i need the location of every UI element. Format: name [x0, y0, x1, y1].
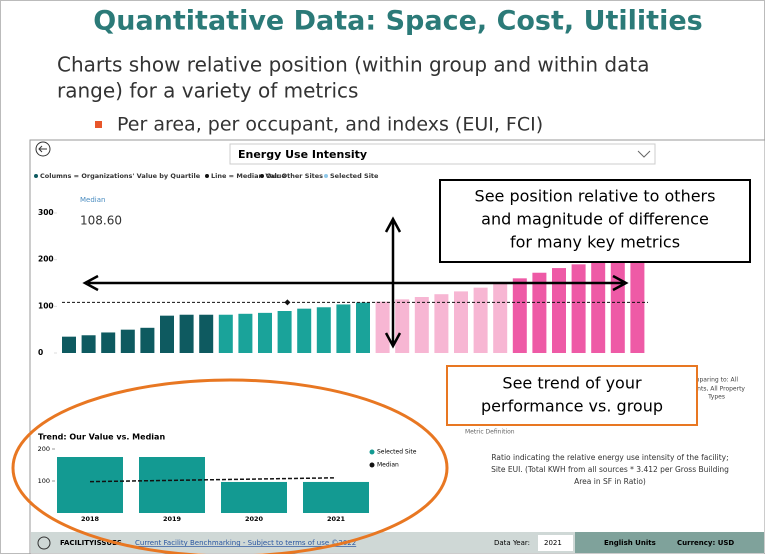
median-title: Median	[80, 196, 105, 204]
footer-link[interactable]: Current Facility Benchmarking - Subject …	[135, 539, 356, 547]
bar	[258, 312, 272, 353]
comparing: mparing to: All	[694, 377, 739, 384]
body-line: Charts show relative position (within gr…	[57, 53, 649, 77]
x-tick-label: 2019	[163, 515, 182, 523]
bar	[81, 335, 96, 353]
slide-title: Quantitative Data: Space, Cost, Utilitie…	[93, 6, 702, 37]
bar	[434, 294, 449, 353]
y-tick-label: 100	[38, 477, 50, 485]
bar	[62, 336, 76, 353]
callout-text: See trend of your	[502, 374, 642, 393]
median-line	[89, 477, 337, 483]
y-tick-label: 100	[38, 301, 54, 310]
bar	[610, 261, 625, 353]
comparing: Types	[707, 394, 725, 401]
highlight-ellipse	[11, 378, 449, 554]
bar	[218, 314, 233, 353]
footer-settings	[575, 532, 764, 553]
bar	[179, 314, 194, 353]
legend-text: Our Other Sites	[266, 172, 323, 180]
bullet	[95, 121, 102, 128]
year-select[interactable]	[538, 535, 573, 551]
median-label: 108.60	[80, 214, 122, 228]
legend-text: Line = Median Value	[211, 172, 286, 180]
callout-text: for many key metrics	[510, 233, 680, 252]
year: 2021	[544, 539, 562, 547]
definition-title: Metric Definition	[465, 429, 515, 436]
legend-text: Columns = Organizations' Value by Quarti…	[40, 172, 201, 180]
bar	[199, 314, 214, 353]
comparing: pants, All Property	[690, 386, 746, 393]
currency: Currency: USD	[677, 539, 734, 547]
bar	[221, 481, 287, 513]
bar	[316, 307, 331, 353]
y-tick-label: 0	[38, 348, 43, 357]
y-tick-label: 200	[38, 445, 50, 453]
callout-box	[439, 179, 751, 263]
units: English Units	[604, 539, 656, 547]
metric-dropdown[interactable]	[229, 143, 656, 165]
callout-text: performance vs. group	[481, 397, 663, 416]
bar	[120, 329, 135, 353]
callout-box	[446, 365, 698, 426]
legend-dot	[324, 174, 328, 178]
bar	[395, 299, 410, 353]
body-line: range) for a variety of metrics	[57, 79, 358, 103]
year-label: Data Year:	[494, 539, 530, 547]
bar	[57, 457, 123, 513]
bar	[375, 301, 390, 353]
bar	[336, 304, 351, 353]
brand: FACILITYISSUES	[60, 539, 122, 547]
bar	[493, 283, 508, 353]
legend-dot	[369, 449, 375, 455]
bar	[356, 302, 370, 353]
bar	[414, 297, 429, 353]
horizontal-arrow	[82, 274, 629, 292]
bar	[552, 268, 566, 353]
y-tick-label: 200	[38, 255, 54, 264]
x-tick-label: 2021	[327, 515, 346, 523]
bullet-text: Per area, per occupant, and indexs (EUI,…	[117, 114, 543, 136]
chart-title: Trend: Our Value vs. Median	[38, 433, 165, 442]
bar	[277, 311, 292, 353]
bar	[139, 457, 205, 513]
bar	[140, 327, 155, 353]
legend-text: Selected Site	[377, 449, 417, 456]
bar	[160, 315, 174, 353]
back-button[interactable]	[35, 141, 51, 157]
info-icon[interactable]	[37, 536, 51, 550]
legend-dot	[205, 174, 209, 178]
legend-text: Selected Site	[330, 172, 379, 180]
definition: Ratio indicating the relative energy use…	[491, 453, 728, 462]
bar	[532, 272, 547, 353]
vertical-arrow	[384, 216, 402, 349]
other-site	[284, 299, 291, 306]
bar	[473, 287, 488, 353]
bar	[101, 332, 116, 353]
bar	[512, 278, 527, 353]
bar	[630, 261, 645, 353]
definition: Site EUI. (Total KWH from all sources * …	[491, 465, 729, 474]
definition: Area in SF in Ratio)	[574, 477, 646, 486]
legend-dot	[34, 174, 38, 178]
metric-name: Energy Use Intensity	[238, 148, 367, 161]
bar	[238, 313, 253, 353]
legend-dot	[369, 462, 375, 468]
bar	[297, 308, 312, 353]
bar	[591, 262, 606, 353]
bar	[303, 481, 369, 513]
back-arrow	[38, 145, 47, 153]
callout-text: and magnitude of difference	[481, 210, 709, 229]
callout-text: See position relative to others	[475, 187, 716, 206]
y-tick-label: 300	[38, 208, 54, 217]
x-tick-label: 2020	[245, 515, 264, 523]
dropdown-caret	[637, 150, 651, 158]
legend-dot	[260, 174, 264, 178]
x-tick-label: 2018	[81, 515, 100, 523]
bar	[454, 291, 468, 353]
bar	[571, 264, 586, 353]
legend-text: Median	[377, 462, 399, 469]
